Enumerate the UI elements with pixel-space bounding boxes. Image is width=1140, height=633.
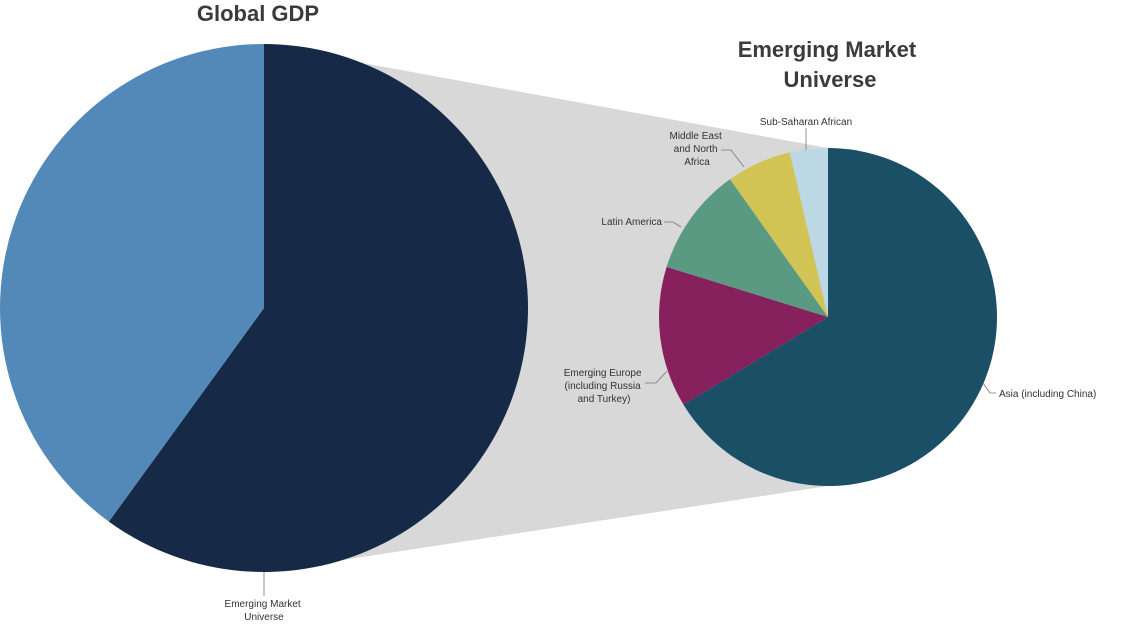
emerging-market-slice-2 — [666, 179, 828, 317]
emerging-market-title-line-1: Emerging Market — [738, 37, 917, 62]
emerging-market-slice-3 — [730, 152, 828, 317]
global-gdp-slice-1 — [0, 44, 264, 522]
emerging-market-title: Emerging Market Universe — [738, 37, 923, 92]
emerging-market-title-line-2: Universe — [784, 67, 877, 92]
leader-middle-east — [721, 149, 745, 168]
global-gdp-pie — [0, 44, 528, 572]
global-gdp-title: Global GDP — [197, 1, 319, 26]
global-gdp-slice-0 — [108, 44, 528, 572]
leader-emerging-europe — [645, 370, 668, 384]
label-middle-east: Middle East and North Africa — [669, 131, 724, 168]
label-sub-saharan: Sub-Saharan African — [760, 117, 852, 128]
leader-latin-america — [664, 221, 682, 228]
emerging-market-slice-0 — [683, 148, 997, 486]
label-latin-america: Latin America — [601, 217, 662, 228]
emerging-market-pie — [659, 148, 997, 486]
label-global-em-universe: Emerging Market Universe — [225, 599, 304, 623]
label-emerging-europe: Emerging Europe (including Russia and Tu… — [564, 368, 645, 405]
emerging-market-slice-4 — [789, 148, 828, 317]
leader-asia — [982, 382, 996, 394]
label-asia: Asia (including China) — [999, 389, 1096, 400]
emerging-market-slice-1 — [659, 266, 828, 405]
